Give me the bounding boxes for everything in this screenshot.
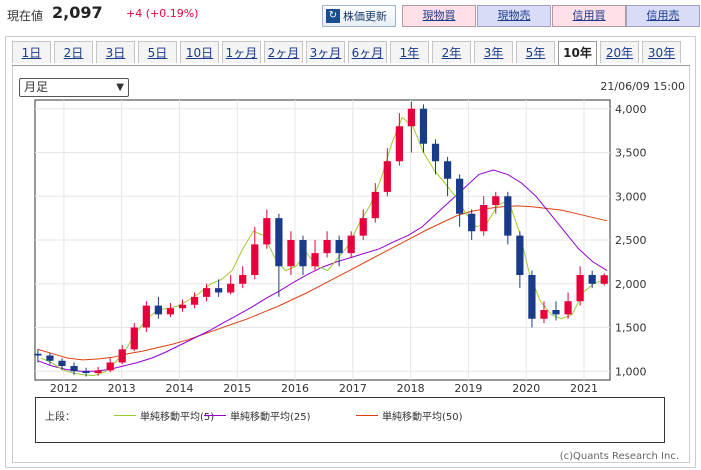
period-select-value: 月足 (24, 80, 49, 94)
tab-2m[interactable]: 2ヶ月 (264, 41, 303, 63)
legend-ma50-label: 単純移動平均(50) (382, 412, 463, 423)
ma50-line-swatch (356, 415, 378, 416)
tab-5d[interactable]: 5日 (138, 41, 177, 63)
chart-legend: 上段： 単純移動平均(5) 単純移動平均(25) 単純移動平均(50) (35, 397, 665, 443)
tab-3y[interactable]: 3年 (474, 41, 513, 63)
chart-timestamp: 21/06/09 15:00 (600, 80, 685, 93)
spot-buy-button[interactable]: 現物買 (402, 5, 476, 27)
tab-5y[interactable]: 5年 (516, 41, 555, 63)
legend-ma25-label: 単純移動平均(25) (230, 412, 311, 423)
tab-20y[interactable]: 20年 (600, 41, 639, 63)
copyright: (c)Quants Research Inc. (559, 451, 679, 462)
current-price-label: 現在値 (7, 9, 44, 23)
spot-sell-button[interactable]: 現物売 (477, 5, 551, 27)
legend-ma50: 単純移動平均(50) (356, 408, 463, 423)
tab-10y[interactable]: 10年 (558, 41, 597, 66)
tab-1m[interactable]: 1ヶ月 (222, 41, 261, 63)
current-price: 2,097 (52, 3, 103, 22)
tab-30y[interactable]: 30年 (642, 41, 681, 63)
legend-title: 上段： (45, 412, 75, 423)
tab-2d[interactable]: 2日 (54, 41, 93, 63)
tab-10d[interactable]: 10日 (180, 41, 219, 63)
refresh-icon: ↻ (326, 9, 340, 23)
tab-1y[interactable]: 1年 (390, 41, 429, 63)
tab-2y[interactable]: 2年 (432, 41, 471, 63)
tab-3d[interactable]: 3日 (96, 41, 135, 63)
ma25-line-swatch (204, 415, 226, 416)
tab-6m[interactable]: 6ヶ月 (348, 41, 387, 63)
chart-frame (12, 66, 690, 463)
chevron-down-icon: ▼ (116, 82, 124, 93)
legend-ma5-label: 単純移動平均(5) (140, 412, 215, 423)
legend-ma5: 単純移動平均(5) (114, 408, 214, 423)
margin-sell-button[interactable]: 信用売 (626, 5, 700, 27)
legend-ma25: 単純移動平均(25) (204, 408, 311, 423)
tab-1d[interactable]: 1日 (12, 41, 51, 63)
tab-3m[interactable]: 3ヶ月 (306, 41, 345, 63)
refresh-price-button[interactable]: ↻ 株価更新 (322, 5, 396, 27)
margin-buy-button[interactable]: 信用買 (552, 5, 626, 27)
tab-divider (12, 65, 690, 66)
refresh-label: 株価更新 (343, 10, 387, 23)
price-change: +4 (+0.19%) (126, 7, 199, 20)
quote-bar: 現在値 2,097 +4 (+0.19%) ↻ 株価更新 現物買 現物売 信用買… (0, 0, 701, 30)
ma5-line-swatch (114, 415, 136, 416)
period-select[interactable]: 月足 ▼ (19, 78, 129, 97)
period-tabs: 1日 2日 3日 5日 10日 1ヶ月 2ヶ月 3ヶ月 6ヶ月 1年 2年 3年… (12, 41, 684, 66)
